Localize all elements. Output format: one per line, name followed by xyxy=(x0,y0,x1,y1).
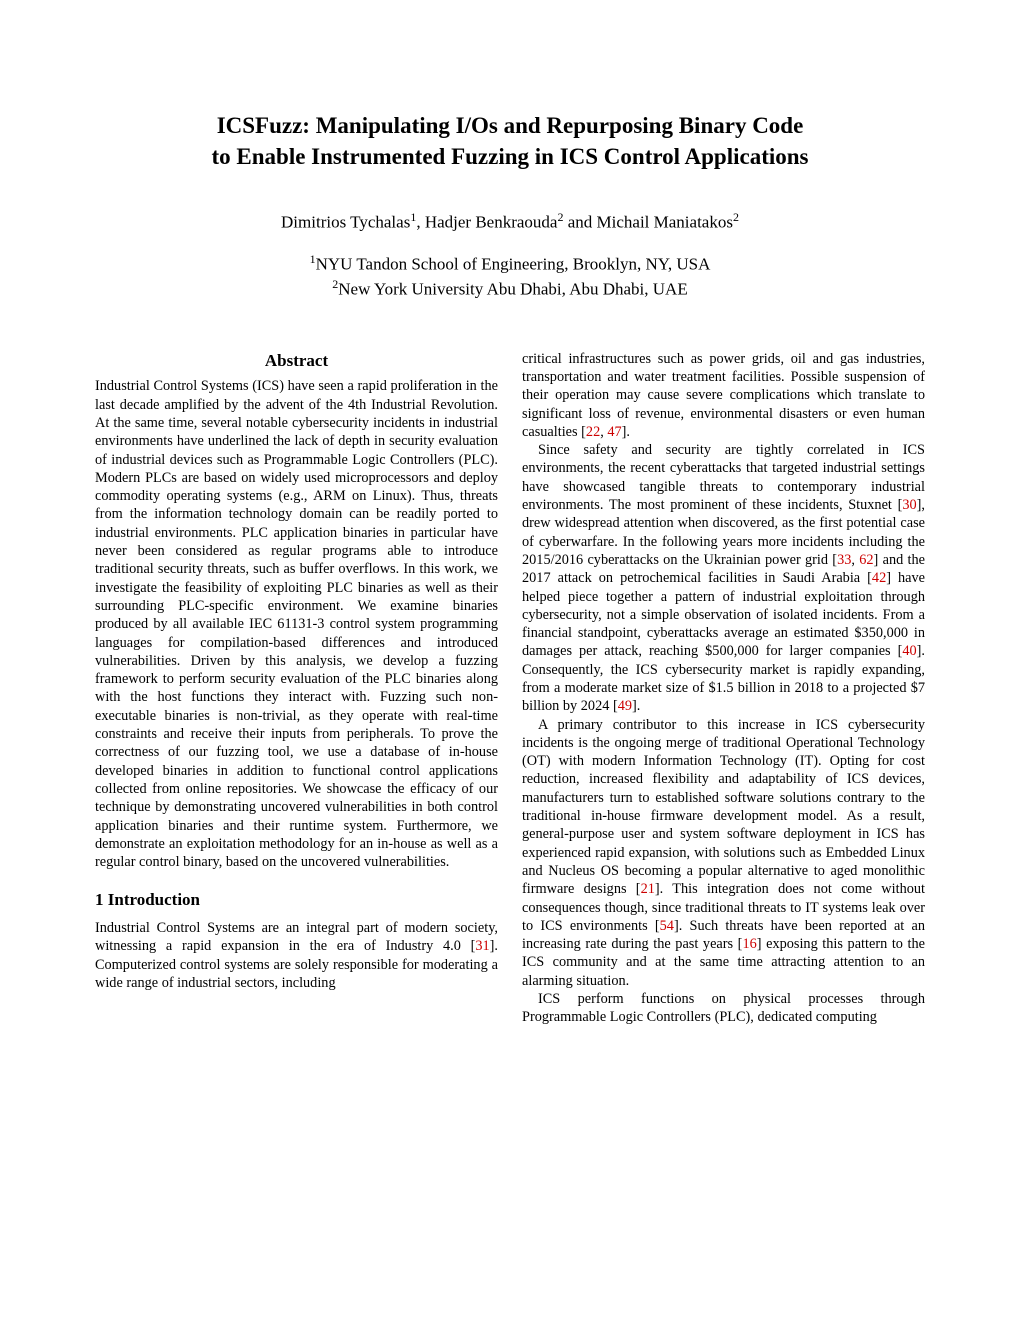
affiliations: 1NYU Tandon School of Engineering, Brook… xyxy=(95,251,925,302)
abstract-text: Industrial Control Systems (ICS) have se… xyxy=(95,377,498,871)
two-column-body: Abstract Industrial Control Systems (ICS… xyxy=(95,350,925,1027)
cite-62: 62 xyxy=(859,552,873,568)
author-sep-1: , xyxy=(416,213,425,232)
section-1-heading: 1 Introduction xyxy=(95,889,498,911)
affil-2: New York University Abu Dhabi, Abu Dhabi… xyxy=(338,280,687,299)
author-sep-2: and xyxy=(563,213,596,232)
cite-40: 40 xyxy=(902,643,916,659)
author-line: Dimitrios Tychalas1, Hadjer Benkraouda2 … xyxy=(95,210,925,233)
right-para-1: critical infrastructures such as power g… xyxy=(522,350,925,441)
page: ICSFuzz: Manipulating I/Os and Repurposi… xyxy=(0,0,1020,1087)
cite-30: 30 xyxy=(902,497,916,513)
paper-title: ICSFuzz: Manipulating I/Os and Repurposi… xyxy=(95,110,925,172)
cite-54: 54 xyxy=(660,918,674,934)
cite-33: 33 xyxy=(837,552,851,568)
right-para-3: A primary contributor to this increase i… xyxy=(522,716,925,990)
r1a: critical infrastructures such as power g… xyxy=(522,351,925,440)
cite-16: 16 xyxy=(742,936,756,952)
intro-para-1: Industrial Control Systems are an integr… xyxy=(95,919,498,992)
affil-1: NYU Tandon School of Engineering, Brookl… xyxy=(316,254,711,273)
title-line-1: ICSFuzz: Manipulating I/Os and Repurposi… xyxy=(217,113,804,138)
author-3: Michail Maniatakos xyxy=(597,213,733,232)
right-column: critical infrastructures such as power g… xyxy=(522,350,925,1027)
cite-49: 49 xyxy=(618,698,632,714)
right-para-4: ICS perform functions on physical proces… xyxy=(522,990,925,1027)
cite-31: 31 xyxy=(475,938,489,954)
author-3-sup: 2 xyxy=(733,210,739,224)
cite-22: 22 xyxy=(586,424,600,440)
intro-p1-a: Industrial Control Systems are an integr… xyxy=(95,920,498,954)
r2a: Since safety and security are tightly co… xyxy=(522,442,925,513)
r1b: ]. xyxy=(622,424,630,440)
r2f: ]. xyxy=(632,698,640,714)
title-line-2: to Enable Instrumented Fuzzing in ICS Co… xyxy=(211,144,808,169)
cite-42: 42 xyxy=(872,570,886,586)
author-2: Hadjer Benkraouda xyxy=(425,213,558,232)
right-para-2: Since safety and security are tightly co… xyxy=(522,441,925,715)
abstract-heading: Abstract xyxy=(95,350,498,372)
r3a: A primary contributor to this increase i… xyxy=(522,717,925,898)
left-column: Abstract Industrial Control Systems (ICS… xyxy=(95,350,498,1027)
cite-21: 21 xyxy=(641,881,655,897)
author-1: Dimitrios Tychalas xyxy=(281,213,410,232)
cite-47: 47 xyxy=(607,424,621,440)
